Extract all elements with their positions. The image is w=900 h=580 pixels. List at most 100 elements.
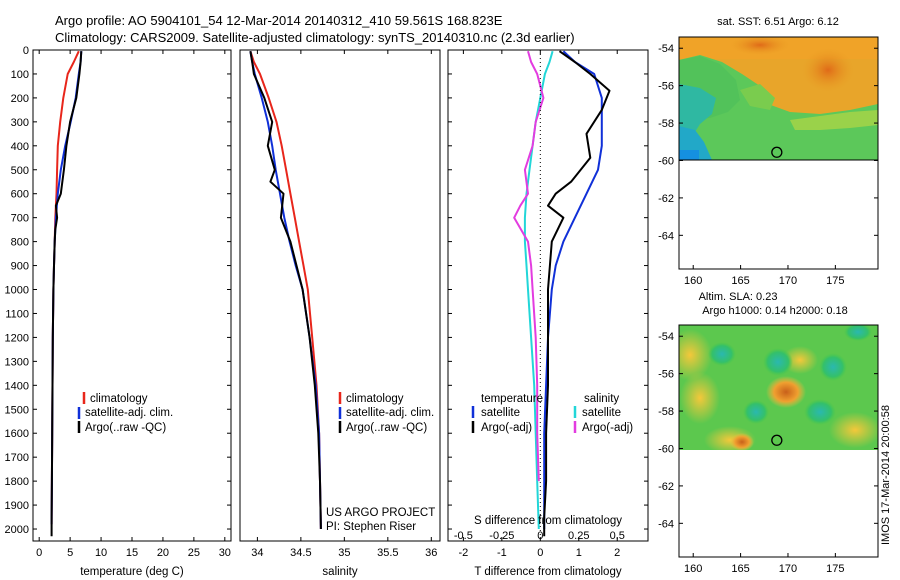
x-tick-label-t: -2: [458, 547, 468, 559]
credit-pi: PI: Stephen Riser: [326, 521, 416, 533]
x-tick-label: 30: [219, 547, 231, 559]
x-tick-label: 35: [338, 547, 350, 559]
y-tick-label: 1000: [5, 285, 29, 297]
y-tick-label: 600: [11, 189, 29, 201]
sla-argo-location-marker: [771, 434, 783, 446]
y-tick-label: 1200: [5, 332, 29, 344]
legend-label-satellite: satellite-adj. clim.: [85, 407, 173, 419]
salinity-panel-frame: [239, 49, 441, 542]
map-y-tick-label: -56: [658, 369, 674, 381]
map-x-tick-label: 170: [779, 275, 797, 287]
temperature-series: [50, 50, 83, 537]
difference-xlabel: T difference from climatology: [474, 566, 621, 578]
y-tick-label: 1800: [5, 476, 29, 488]
map-x-tick-label: 175: [826, 275, 844, 287]
series-line-temperature-satellite: [543, 50, 603, 529]
series-line-argo---raw--qc-: [50, 51, 83, 537]
difference-panel-frame: [447, 49, 649, 542]
map-y-tick-label: -54: [658, 331, 674, 343]
sla-map-title: Altim. SLA: 0.23: [699, 291, 778, 303]
series-line-satellite-adj--clim-: [249, 51, 322, 530]
header-title-line1: Argo profile: AO 5904101_54 12-Mar-2014 …: [55, 13, 503, 28]
x-tick-label: 34.5: [290, 547, 311, 559]
y-tick-label: 800: [11, 237, 29, 249]
series-line-satellite-adj--clim-: [50, 51, 83, 525]
x-tick-label-t: 1: [576, 547, 582, 559]
difference-series: [513, 50, 611, 537]
x-tick-label: 25: [188, 547, 200, 559]
sla-low-eddy: [743, 400, 769, 424]
sla-high-patch: [679, 329, 712, 381]
map-y-tick-label: -62: [658, 193, 674, 205]
map-y-tick-label: -54: [658, 43, 674, 55]
map-x-tick-label: 175: [826, 563, 844, 575]
x-tick-label: 35.5: [377, 547, 398, 559]
sla-low-eddy: [819, 353, 847, 381]
legend-label-s-argo: Argo(-adj): [582, 422, 633, 434]
map-y-tick-label: -62: [658, 481, 674, 493]
salinity-legend: climatology satellite-adj. clim. Argo(..…: [338, 392, 434, 434]
x-tick-label-s: 0: [537, 530, 543, 542]
sla-map-frame: [678, 324, 879, 558]
sla-low-eddy: [763, 348, 793, 376]
sla-high-eddy: [730, 433, 754, 450]
sst-field-transition: [740, 84, 775, 110]
salinity-axes: 34 34.5 35 35.5 36: [251, 50, 437, 559]
series-line-temperature-argo--adj-: [543, 50, 611, 537]
sla-high-patch: [680, 372, 720, 424]
temperature-panel-frame: [32, 49, 232, 542]
sst-map-title: sat. SST: 6.51 Argo: 6.12: [717, 16, 839, 28]
x-tick-label: 0: [36, 547, 42, 559]
series-line-salinity-argo--adj-: [513, 50, 545, 482]
y-tick-label: 100: [11, 69, 29, 81]
legend-label-s-satellite: satellite: [582, 407, 621, 419]
map-y-tick-label: -58: [658, 406, 674, 418]
map-y-tick-label: -58: [658, 118, 674, 130]
x-tick-label: 5: [67, 547, 73, 559]
x-tick-label: 36: [425, 547, 437, 559]
salinity-series: [249, 50, 322, 530]
temperature-xlabel: temperature (deg C): [80, 566, 184, 578]
x-tick-label-s: -0.5: [454, 530, 473, 542]
sst-argo-location-marker: [771, 146, 783, 158]
sst-warm-eddy: [730, 37, 790, 55]
map-x-tick-label: 160: [684, 563, 702, 575]
y-tick-label: 400: [11, 141, 29, 153]
x-tick-label-t: -1: [497, 547, 507, 559]
map-y-tick-label: -60: [658, 443, 674, 455]
y-tick-label: 1900: [5, 500, 29, 512]
legend-label-t-argo: Argo(-adj): [481, 422, 532, 434]
series-line-climatology: [249, 50, 322, 530]
difference-xlabel-top: S difference from climatology: [474, 515, 622, 527]
sst-map-full-frame: [678, 36, 879, 270]
legend-label-climatology: climatology: [90, 393, 148, 405]
legend-label-argo: Argo(..raw -QC): [85, 422, 166, 434]
y-tick-label: 700: [11, 213, 29, 225]
x-tick-label-s: -0.25: [489, 530, 514, 542]
sla-map-axes: -54 -56 -58 -60 -62 -64 160 165 170 175: [658, 331, 878, 575]
credit-stamp: IMOS 17-Mar-2014 20:00:58: [880, 405, 892, 545]
map-y-tick-label: -60: [658, 155, 674, 167]
map-x-tick-label: 165: [731, 275, 749, 287]
difference-axes: -2 -1 0 1 2 -0.5 -0.25 0 0.25 0.5: [448, 49, 648, 559]
y-tick-label: 1500: [5, 404, 29, 416]
y-tick-label: 300: [11, 117, 29, 129]
y-tick-label: 900: [11, 261, 29, 273]
map-x-tick-label: 165: [731, 563, 749, 575]
x-tick-label: 20: [157, 547, 169, 559]
y-tick-label: 2000: [5, 524, 29, 536]
map-y-tick-label: -64: [658, 230, 674, 242]
x-tick-label-s: 0.25: [568, 530, 589, 542]
sla-low-eddy: [708, 342, 736, 366]
map-y-tick-label: -64: [658, 518, 674, 530]
sla-low-eddy: [844, 325, 872, 341]
y-tick-label: 0: [23, 45, 29, 57]
y-tick-label: 1300: [5, 356, 29, 368]
difference-legend: temperature salinity satellite Argo(-adj…: [471, 393, 633, 434]
sst-warm-eddy: [802, 48, 854, 92]
legend-label-climatology: climatology: [346, 393, 404, 405]
y-tick-label: 1100: [5, 308, 29, 320]
x-tick-label: 10: [95, 547, 107, 559]
x-tick-label-s: 0.5: [610, 530, 625, 542]
